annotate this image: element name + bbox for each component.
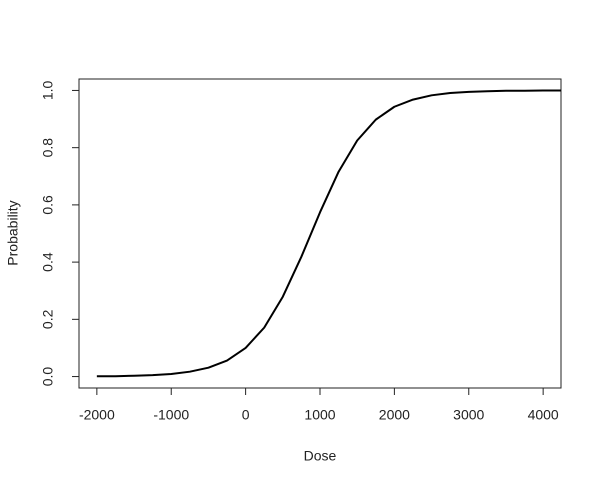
- y-tick-label: 0.0: [40, 367, 56, 387]
- x-tick-label: 0: [242, 407, 250, 423]
- x-tick-label: 3000: [453, 407, 484, 423]
- y-axis-label: Probability: [5, 200, 21, 265]
- y-tick-label: 0.8: [40, 138, 56, 158]
- x-tick-label: 1000: [304, 407, 335, 423]
- y-tick-label: 0.4: [40, 252, 56, 272]
- x-tick-label: -1000: [153, 407, 189, 423]
- y-tick-label: 1.0: [40, 81, 56, 101]
- y-tick-label: 0.6: [40, 195, 56, 215]
- x-tick-label: 4000: [528, 407, 559, 423]
- plot-frame: [78, 78, 562, 389]
- x-axis-label: Dose: [304, 448, 337, 464]
- curve: [96, 89, 561, 378]
- x-tick-label: -2000: [79, 407, 115, 423]
- x-tick-label: 2000: [379, 407, 410, 423]
- y-tick-label: 0.2: [40, 309, 56, 329]
